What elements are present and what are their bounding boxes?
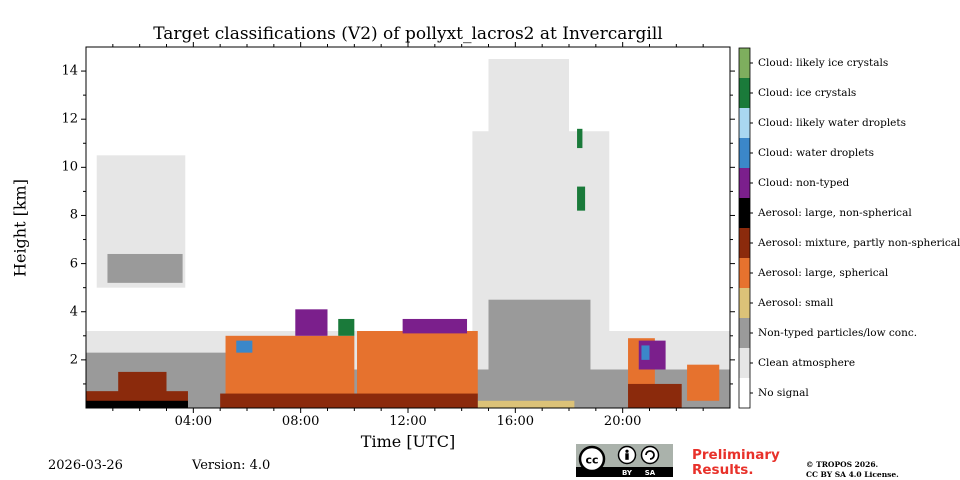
legend-label-0: No signal (758, 387, 809, 399)
x-axis-label: Time [UTC] (360, 432, 456, 451)
class-region-22 (641, 345, 650, 360)
class-region-24 (577, 128, 583, 149)
svg-text:cc: cc (585, 454, 598, 467)
legend-label-2: Non-typed particles/low conc. (758, 327, 918, 339)
legend-swatch-5 (739, 228, 750, 258)
legend-swatch-3 (739, 288, 750, 318)
legend-label-5: Aerosol: mixture, partly non-spherical (758, 237, 960, 249)
legend-swatch-2 (739, 318, 750, 348)
class-region-7 (488, 299, 591, 389)
class-region-16 (628, 383, 682, 408)
class-region-21 (236, 340, 253, 353)
legend-label-10: Cloud: ice crystals (758, 87, 857, 99)
legend-swatch-10 (739, 78, 750, 108)
legend-label-1: Clean atmosphere (758, 357, 856, 369)
legend-swatch-11 (739, 48, 750, 78)
x-tick-label-3: 16:00 (496, 414, 535, 429)
class-region-17 (86, 400, 188, 408)
legend-swatch-4 (739, 258, 750, 288)
class-region-23 (338, 318, 355, 336)
copyright-line-1: © TROPOS 2026. (806, 460, 879, 469)
legend-swatch-0 (739, 378, 750, 408)
share-alike-icon (640, 445, 660, 465)
chart-title: Target classifications (V2) of pollyxt_l… (153, 24, 663, 44)
class-region-18 (295, 309, 328, 336)
legend-label-11: Cloud: likely ice crystals (758, 57, 889, 69)
preliminary-line-2: Results. (692, 462, 754, 478)
svg-text:BY: BY (622, 469, 633, 477)
svg-text:SA: SA (645, 469, 656, 477)
class-region-8 (477, 400, 575, 408)
y-tick-label-2: 6 (69, 256, 78, 272)
legend-label-8: Cloud: water droplets (758, 147, 875, 159)
x-tick-label-4: 20:00 (603, 414, 642, 429)
preliminary-notice: Preliminary Results. (692, 448, 780, 478)
class-region-15 (118, 371, 167, 399)
x-tick-label-2: 12:00 (389, 414, 427, 429)
x-tick-label-0: 04:00 (174, 414, 213, 429)
class-region-19 (402, 318, 468, 334)
legend-swatch-8 (739, 138, 750, 168)
y-tick-label-6: 14 (61, 63, 78, 79)
y-tick-label-0: 2 (69, 352, 78, 368)
y-tick-label-1: 4 (69, 304, 78, 320)
measurement-date: 2026-03-26 (48, 458, 123, 473)
legend-swatch-6 (739, 198, 750, 228)
legend-label-6: Aerosol: large, non-spherical (758, 207, 912, 219)
copyright-line-2: CC BY SA 4.0 License. (806, 470, 899, 479)
y-axis-label: Height [km] (10, 179, 30, 277)
y-tick-label-3: 8 (69, 207, 78, 223)
class-region-12 (687, 364, 720, 401)
legend-label-3: Aerosol: small (758, 297, 834, 309)
colorbar-frame (738, 47, 751, 409)
preliminary-line-1: Preliminary (692, 447, 780, 463)
class-region-6 (107, 253, 183, 283)
x-tick-label-1: 08:00 (281, 414, 320, 429)
legend-swatch-1 (739, 348, 750, 378)
class-region-14 (220, 393, 478, 408)
cc-icon (578, 445, 606, 473)
y-tick-label-5: 12 (61, 111, 78, 127)
legend-label-7: Cloud: non-typed (758, 177, 850, 189)
legend-swatch-9 (739, 108, 750, 138)
cc-license-badge: cc BY SA (576, 444, 673, 477)
legend-swatch-7 (739, 168, 750, 198)
legend-label-4: Aerosol: large, spherical (758, 267, 889, 279)
legend-label-9: Cloud: likely water droplets (758, 117, 906, 129)
class-region-25 (577, 186, 586, 211)
class-region-2 (488, 59, 569, 192)
copyright-notice: © TROPOS 2026. CC BY SA 4.0 License. (806, 460, 899, 480)
y-tick-label-4: 10 (61, 159, 78, 175)
class-region-10 (357, 330, 478, 399)
version-label: Version: 4.0 (192, 458, 271, 473)
